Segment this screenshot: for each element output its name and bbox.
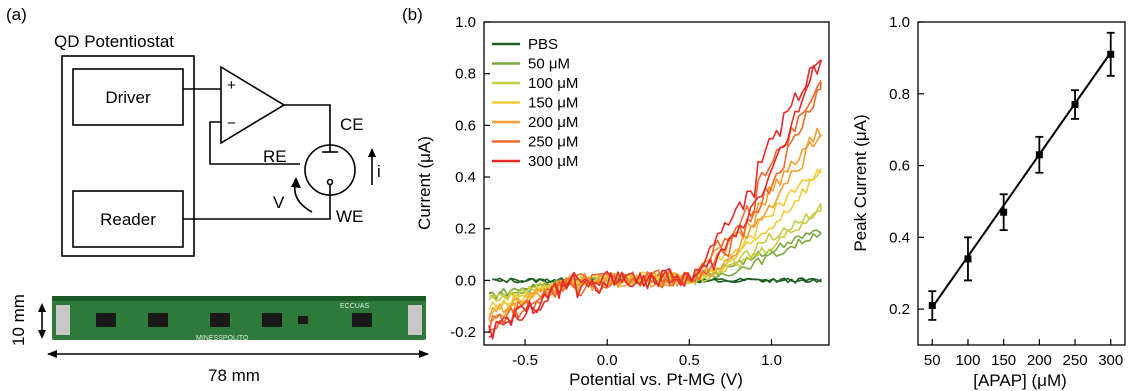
cal-x-tick-label: 200 bbox=[1027, 352, 1052, 369]
cal-x-axis-label: [APAP] (μM) bbox=[973, 371, 1067, 390]
cal-y-tick-label: 0.4 bbox=[889, 229, 910, 246]
cal-data-point bbox=[1071, 101, 1079, 109]
pcb-board bbox=[52, 296, 426, 340]
cal-y-axis-label: Peak Current (μA) bbox=[851, 114, 870, 251]
cal-x-tick-label: 150 bbox=[991, 352, 1016, 369]
cal-x-tick-label: 300 bbox=[1098, 352, 1123, 369]
cv-legend-label: 100 μM bbox=[528, 75, 578, 92]
cv-legend-label: 150 μM bbox=[528, 95, 578, 112]
pcb-photo: MINESSPOLITO ECCUAS bbox=[52, 296, 426, 342]
cal-data-point bbox=[1035, 151, 1043, 159]
cv-y-ticks: -0.2 0.0 0.2 0.4 0.6 0.8 1.0 bbox=[450, 14, 490, 341]
driver-box bbox=[72, 68, 184, 126]
we-electrode bbox=[326, 178, 334, 186]
cal-data-point bbox=[964, 255, 972, 263]
cal-data-point bbox=[1107, 50, 1115, 58]
calibration-chart: 50 100 150 200 250 300 0.2 0.4 0.6 0.8 1.0 [APAP]… bbox=[851, 14, 1126, 390]
pcb-silkscreen: MINESSPOLITO bbox=[196, 335, 249, 342]
cv-x-tick-label: 0.0 bbox=[597, 352, 618, 369]
cv-x-tick-label: 0.5 bbox=[679, 352, 700, 369]
op-amp-minus: − bbox=[227, 115, 236, 132]
cal-plot-frame bbox=[917, 21, 1126, 346]
cv-series-line bbox=[488, 203, 822, 302]
pcb-tag: ECCUAS bbox=[340, 303, 370, 310]
cv-legend-label: 50 μM bbox=[528, 56, 570, 73]
cv-series-line bbox=[488, 168, 822, 315]
cv-legend-label: 250 μM bbox=[528, 134, 578, 151]
cal-marks bbox=[928, 31, 1115, 321]
cv-y-tick-label: 0.8 bbox=[455, 66, 476, 83]
current-arrowhead bbox=[368, 148, 376, 157]
cal-y-tick-label: 0.6 bbox=[889, 158, 910, 175]
current-label: i bbox=[377, 162, 381, 181]
potentiostat-box bbox=[61, 55, 195, 257]
cv-x-ticks: -0.5 0.0 0.5 1.0 bbox=[512, 339, 782, 369]
width-dimension-label: 78 mm bbox=[208, 366, 260, 385]
cv-legend: PBS 50 μM 100 μM 150 μM 200 μM 250 μM 300 μM bbox=[492, 36, 578, 170]
driver-label: Driver bbox=[105, 88, 151, 107]
cv-legend-label: 300 μM bbox=[528, 153, 578, 170]
cv-legend-label: 200 μM bbox=[528, 114, 578, 131]
potentiostat-title: QD Potentiostat bbox=[54, 32, 174, 51]
cal-x-tick-label: 50 bbox=[924, 352, 941, 369]
cal-y-tick-label: 0.2 bbox=[889, 301, 910, 318]
we-label: WE bbox=[336, 207, 363, 226]
cal-x-ticks: 50 100 150 200 250 300 bbox=[924, 339, 1123, 369]
reader-label: Reader bbox=[100, 210, 156, 229]
cal-data-point bbox=[1000, 208, 1008, 216]
ce-label: CE bbox=[340, 115, 364, 134]
chip-1 bbox=[96, 313, 116, 327]
panel-b-label: (b) bbox=[402, 5, 423, 24]
height-dimension-label: 10 mm bbox=[9, 294, 28, 346]
cv-x-axis-label: Potential vs. Pt-MG (V) bbox=[569, 370, 743, 389]
cal-x-tick-label: 100 bbox=[955, 352, 980, 369]
cv-y-tick-label: 0.4 bbox=[455, 169, 476, 186]
chip-4 bbox=[262, 313, 282, 327]
re-feedback-wire bbox=[209, 121, 300, 165]
cal-x-tick-label: 250 bbox=[1063, 352, 1088, 369]
cv-curves bbox=[488, 59, 822, 340]
cv-y-tick-label: -0.2 bbox=[450, 324, 476, 341]
cv-y-tick-label: 1.0 bbox=[455, 14, 476, 31]
cal-fit-line bbox=[931, 51, 1112, 308]
cal-y-tick-label: 0.8 bbox=[889, 86, 910, 103]
cal-y-ticks: 0.2 0.4 0.6 0.8 1.0 bbox=[889, 14, 924, 318]
cv-plot-frame bbox=[483, 21, 830, 346]
ce-wire bbox=[284, 104, 331, 152]
cv-chart: (b) -0.5 0.0 0.5 1.0 -0.2 0.0 0.2 0.4 0.6 0.8 1.0… bbox=[402, 5, 830, 389]
cv-x-tick-label: -0.5 bbox=[512, 352, 538, 369]
pcb-right-pins bbox=[408, 305, 422, 335]
cv-legend-label: PBS bbox=[528, 36, 558, 53]
cv-series-line bbox=[488, 127, 822, 322]
cal-data-point bbox=[928, 302, 936, 310]
chip-6 bbox=[352, 313, 372, 327]
chip-5 bbox=[298, 316, 308, 324]
cv-y-tick-label: 0.2 bbox=[455, 221, 476, 238]
voltage-label: V bbox=[273, 193, 285, 212]
cal-y-tick-label: 1.0 bbox=[889, 14, 910, 31]
cv-y-axis-label: Current (μA) bbox=[415, 136, 434, 230]
voltage-arrowhead bbox=[291, 177, 301, 188]
we-wire bbox=[183, 184, 331, 220]
panel-a-label: (a) bbox=[6, 5, 27, 24]
cv-series-line bbox=[488, 59, 822, 340]
op-amp bbox=[220, 65, 286, 145]
panel-a: (a) QD Potentiostat Driver Reader + − CE… bbox=[6, 5, 429, 385]
chip-2 bbox=[148, 313, 168, 327]
op-amp-plus: + bbox=[227, 77, 236, 94]
cv-y-tick-label: 0.6 bbox=[455, 117, 476, 134]
cv-y-tick-label: 0.0 bbox=[455, 272, 476, 289]
cv-x-tick-label: 1.0 bbox=[761, 352, 782, 369]
re-label: RE bbox=[263, 147, 287, 166]
pcb-left-pins bbox=[56, 305, 70, 335]
chip-3 bbox=[210, 313, 230, 327]
